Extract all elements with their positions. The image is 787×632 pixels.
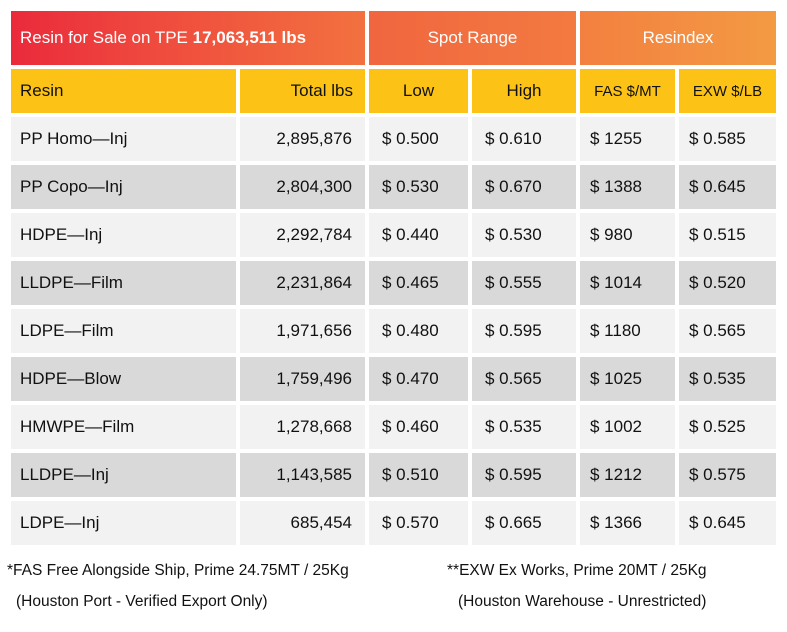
resin-pricing-table: Resin for Sale on TPE 17,063,511 lbs Spo…	[11, 11, 776, 549]
cell-high: $ 0.610	[472, 117, 580, 165]
cell-resin: PP Homo—Inj	[11, 117, 240, 165]
fas-footnote-detail: (Houston Port - Verified Export Only)	[16, 593, 268, 610]
exw-footnote-detail: (Houston Warehouse - Unrestricted)	[458, 593, 707, 610]
cell-resin: LDPE—Inj	[11, 501, 240, 549]
cell-exw: $ 0.645	[679, 501, 776, 549]
table-row: LDPE—Film 1,971,656 $ 0.480 $ 0.595 $ 1180 $ …	[11, 309, 776, 357]
col-header-fas: FAS $/MT	[580, 69, 679, 117]
cell-fas: $ 1366	[580, 501, 679, 549]
cell-exw: $ 0.645	[679, 165, 776, 213]
cell-high: $ 0.535	[472, 405, 580, 453]
table-row: HDPE—Blow 1,759,496 $ 0.470 $ 0.565 $ 1025 $ …	[11, 357, 776, 405]
cell-exw: $ 0.525	[679, 405, 776, 453]
cell-total-lbs: 1,759,496	[240, 357, 369, 405]
cell-resin: HMWPE—Film	[11, 405, 240, 453]
cell-resin: LDPE—Film	[11, 309, 240, 357]
cell-resin: HDPE—Inj	[11, 213, 240, 261]
cell-low: $ 0.510	[369, 453, 472, 501]
cell-fas: $ 1255	[580, 117, 679, 165]
cell-resin: LLDPE—Inj	[11, 453, 240, 501]
cell-fas: $ 1388	[580, 165, 679, 213]
cell-fas: $ 1014	[580, 261, 679, 309]
title-row: Resin for Sale on TPE 17,063,511 lbs Spo…	[11, 11, 776, 69]
cell-high: $ 0.665	[472, 501, 580, 549]
cell-resin: LLDPE—Film	[11, 261, 240, 309]
col-header-total-lbs: Total lbs	[240, 69, 369, 117]
cell-total-lbs: 2,231,864	[240, 261, 369, 309]
cell-low: $ 0.460	[369, 405, 472, 453]
title-prefix: Resin for Sale on TPE	[20, 28, 188, 47]
table-row: PP Copo—Inj 2,804,300 $ 0.530 $ 0.670 $ 1388…	[11, 165, 776, 213]
fas-footnote: *FAS Free Alongside Ship, Prime 24.75MT …	[7, 562, 349, 579]
table-body: PP Homo—Inj 2,895,876 $ 0.500 $ 0.610 $ 1255…	[11, 117, 776, 549]
table-row: LLDPE—Film 2,231,864 $ 0.465 $ 0.555 $ 1014 $…	[11, 261, 776, 309]
table-row: PP Homo—Inj 2,895,876 $ 0.500 $ 0.610 $ 1255…	[11, 117, 776, 165]
table-row: HMWPE—Film 1,278,668 $ 0.460 $ 0.535 $ 1002 $…	[11, 405, 776, 453]
exw-footnote: **EXW Ex Works, Prime 20MT / 25Kg	[447, 562, 707, 579]
cell-low: $ 0.500	[369, 117, 472, 165]
cell-total-lbs: 2,895,876	[240, 117, 369, 165]
cell-exw: $ 0.520	[679, 261, 776, 309]
cell-low: $ 0.470	[369, 357, 472, 405]
cell-low: $ 0.465	[369, 261, 472, 309]
cell-high: $ 0.595	[472, 453, 580, 501]
cell-low: $ 0.570	[369, 501, 472, 549]
cell-total-lbs: 1,143,585	[240, 453, 369, 501]
cell-high: $ 0.555	[472, 261, 580, 309]
cell-exw: $ 0.565	[679, 309, 776, 357]
col-header-resin: Resin	[11, 69, 240, 117]
cell-high: $ 0.595	[472, 309, 580, 357]
cell-fas: $ 1002	[580, 405, 679, 453]
cell-total-lbs: 2,292,784	[240, 213, 369, 261]
col-header-high: High	[472, 69, 580, 117]
title-total: 17,063,511 lbs	[192, 28, 307, 47]
cell-fas: $ 980	[580, 213, 679, 261]
table-row: HDPE—Inj 2,292,784 $ 0.440 $ 0.530 $ 980 $ 0.…	[11, 213, 776, 261]
cell-resin: PP Copo—Inj	[11, 165, 240, 213]
table-row: LLDPE—Inj 1,143,585 $ 0.510 $ 0.595 $ 1212 $ …	[11, 453, 776, 501]
column-header-row: Resin Total lbs Low High FAS $/MT EXW $/…	[11, 69, 776, 117]
cell-low: $ 0.440	[369, 213, 472, 261]
cell-exw: $ 0.585	[679, 117, 776, 165]
cell-fas: $ 1180	[580, 309, 679, 357]
spot-range-header: Spot Range	[369, 11, 580, 69]
cell-low: $ 0.530	[369, 165, 472, 213]
cell-total-lbs: 1,278,668	[240, 405, 369, 453]
cell-exw: $ 0.515	[679, 213, 776, 261]
cell-low: $ 0.480	[369, 309, 472, 357]
cell-exw: $ 0.535	[679, 357, 776, 405]
cell-total-lbs: 685,454	[240, 501, 369, 549]
cell-total-lbs: 2,804,300	[240, 165, 369, 213]
table-row: LDPE—Inj 685,454 $ 0.570 $ 0.665 $ 1366 $ 0.6…	[11, 501, 776, 549]
col-header-low: Low	[369, 69, 472, 117]
cell-high: $ 0.670	[472, 165, 580, 213]
col-header-exw: EXW $/LB	[679, 69, 776, 117]
cell-total-lbs: 1,971,656	[240, 309, 369, 357]
table-title: Resin for Sale on TPE 17,063,511 lbs	[11, 11, 369, 69]
cell-high: $ 0.530	[472, 213, 580, 261]
cell-high: $ 0.565	[472, 357, 580, 405]
cell-fas: $ 1025	[580, 357, 679, 405]
cell-resin: HDPE—Blow	[11, 357, 240, 405]
cell-exw: $ 0.575	[679, 453, 776, 501]
resindex-header: Resindex	[580, 11, 776, 69]
cell-fas: $ 1212	[580, 453, 679, 501]
